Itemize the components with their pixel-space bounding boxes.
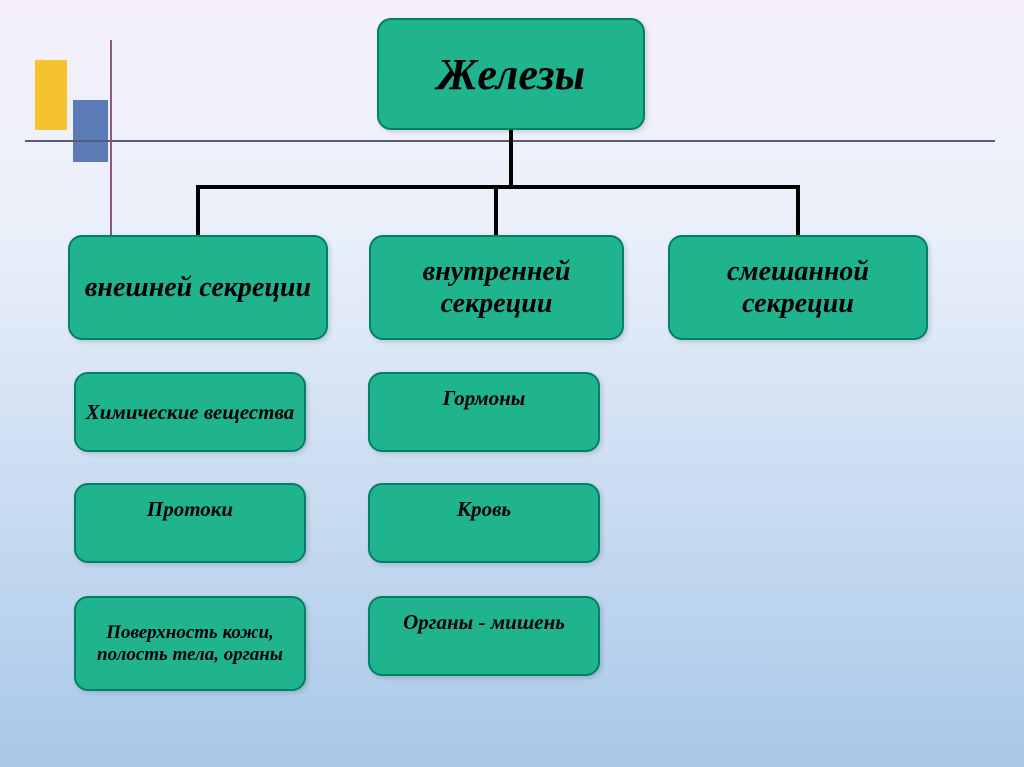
node-organs-label: Органы - мишень [403,610,565,635]
node-external: внешней секреции [68,235,328,340]
node-internal: внутренней секреции [369,235,624,340]
node-blood-label: Кровь [457,497,511,522]
node-chemical: Химические вещества [74,372,306,452]
node-chemical-label: Химические вещества [86,400,294,425]
connector-to-internal [494,185,498,235]
connector-to-external [196,185,200,235]
connector-to-mixed [796,185,800,235]
node-mixed: смешанной секреции [668,235,928,340]
node-organs: Органы - мишень [368,596,600,676]
connector-root-down [509,130,513,185]
node-external-label: внешней секреции [85,272,311,304]
org-chart-diagram: Железы внешней секреции внутренней секре… [0,0,1024,767]
node-surface: Поверхность кожи, полость тела, органы [74,596,306,691]
node-blood: Кровь [368,483,600,563]
node-ducts: Протоки [74,483,306,563]
node-mixed-label: смешанной секреции [670,256,926,320]
node-hormones-label: Гормоны [443,386,526,411]
node-hormones: Гормоны [368,372,600,452]
node-root: Железы [377,18,645,130]
node-root-label: Железы [437,49,585,100]
node-surface-label: Поверхность кожи, полость тела, органы [84,622,296,666]
connector-horizontal [196,185,800,189]
node-ducts-label: Протоки [147,497,233,522]
node-internal-label: внутренней секреции [371,256,622,320]
